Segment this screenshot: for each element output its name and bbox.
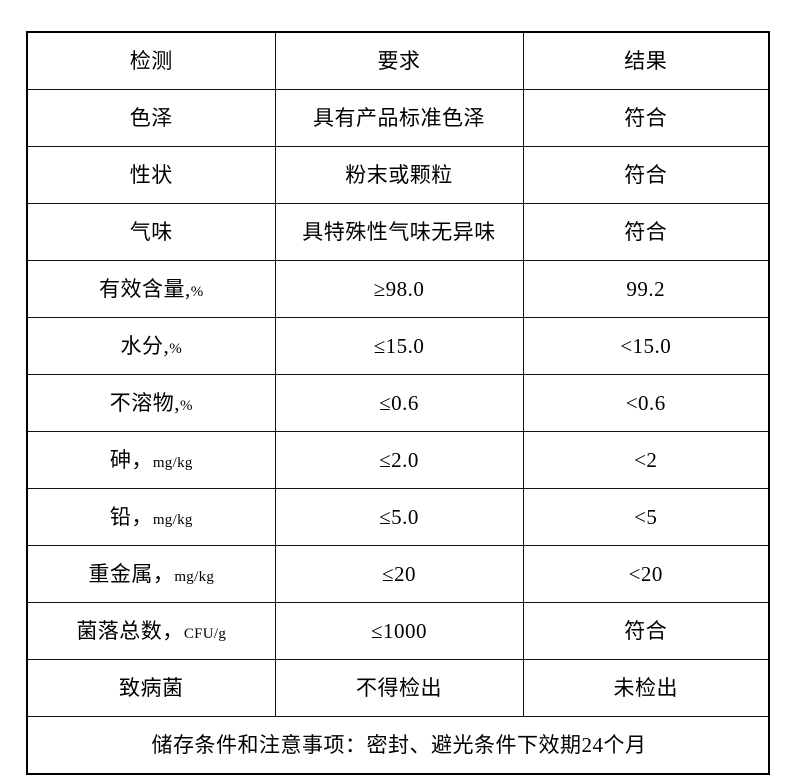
item-unit: mg/kg — [174, 568, 215, 585]
cell-requirement: ≤20 — [274, 545, 524, 603]
cell-item: 有效含量,% — [26, 260, 276, 318]
item-unit: mg/kg — [152, 511, 193, 528]
cell-item: 重金属，mg/kg — [26, 545, 276, 603]
item-label: 砷， — [109, 447, 153, 472]
cell-requirement: 具特殊性气味无异味 — [274, 203, 524, 261]
cell-item: 色泽 — [26, 89, 276, 147]
column-header-result-label: 结果 — [624, 48, 668, 73]
result-value: 符合 — [624, 162, 668, 187]
cell-item: 水分,% — [26, 317, 276, 375]
storage-note-text: 储存条件和注意事项：密封、避光条件下效期24个月 — [151, 732, 647, 757]
table-row: 致病菌 不得检出 未检出 — [26, 659, 770, 717]
item-unit: % — [179, 397, 193, 414]
item-unit: mg/kg — [152, 454, 193, 471]
cell-item: 性状 — [26, 146, 276, 204]
requirement-value: 具有产品标准色泽 — [313, 105, 485, 130]
cell-result: 未检出 — [522, 659, 770, 717]
requirement-value: ≥98.0 — [373, 276, 425, 301]
item-label: 水分, — [120, 333, 170, 358]
item-label: 不溶物, — [109, 390, 180, 415]
column-header-item-label: 检测 — [129, 48, 173, 73]
column-header-requirement: 要求 — [274, 31, 524, 90]
cell-result: 符合 — [522, 602, 770, 660]
table-row: 菌落总数，CFU/g ≤1000 符合 — [26, 602, 770, 660]
document-page: 检测 要求 结果 色泽 具有产品标准色泽 符合 性状 粉末或颗粒 符合 气味 具… — [26, 31, 770, 775]
cell-requirement: ≤0.6 — [274, 374, 524, 432]
cell-result: <15.0 — [522, 317, 770, 375]
item-label: 气味 — [129, 219, 173, 244]
cell-result: <2 — [522, 431, 770, 489]
item-label: 有效含量, — [98, 276, 191, 301]
result-value: <5 — [634, 504, 658, 529]
table-row: 水分,% ≤15.0 <15.0 — [26, 317, 770, 375]
cell-result: <5 — [522, 488, 770, 546]
requirement-value: ≤5.0 — [379, 504, 419, 529]
requirement-value: ≤1000 — [370, 618, 428, 643]
table-row: 性状 粉末或颗粒 符合 — [26, 146, 770, 204]
cell-requirement: ≤5.0 — [274, 488, 524, 546]
result-value: 符合 — [624, 219, 668, 244]
specification-table: 检测 要求 结果 色泽 具有产品标准色泽 符合 性状 粉末或颗粒 符合 气味 具… — [26, 31, 770, 775]
requirement-value: 具特殊性气味无异味 — [302, 219, 496, 244]
cell-result: <0.6 — [522, 374, 770, 432]
cell-requirement: 粉末或颗粒 — [274, 146, 524, 204]
spec-table-container: 检测 要求 结果 色泽 具有产品标准色泽 符合 性状 粉末或颗粒 符合 气味 具… — [26, 31, 770, 775]
requirement-value: ≤2.0 — [379, 447, 419, 472]
item-label: 菌落总数， — [76, 618, 184, 643]
table-header-row: 检测 要求 结果 — [26, 31, 770, 90]
cell-result: <20 — [522, 545, 770, 603]
column-header-result: 结果 — [522, 31, 770, 90]
cell-item: 致病菌 — [26, 659, 276, 717]
requirement-value: ≤0.6 — [379, 390, 419, 415]
result-value: <0.6 — [625, 390, 666, 415]
cell-storage-note: 储存条件和注意事项：密封、避光条件下效期24个月 — [26, 716, 770, 775]
cell-result: 符合 — [522, 203, 770, 261]
column-header-requirement-label: 要求 — [377, 48, 421, 73]
requirement-value: ≤15.0 — [373, 333, 425, 358]
table-body: 检测 要求 结果 色泽 具有产品标准色泽 符合 性状 粉末或颗粒 符合 气味 具… — [26, 31, 770, 775]
item-label: 色泽 — [129, 105, 173, 130]
cell-item: 不溶物,% — [26, 374, 276, 432]
cell-result: 符合 — [522, 146, 770, 204]
result-value: <15.0 — [620, 333, 672, 358]
result-value: 符合 — [624, 618, 668, 643]
item-unit: % — [190, 283, 204, 300]
cell-requirement: ≤2.0 — [274, 431, 524, 489]
item-label: 致病菌 — [119, 675, 184, 700]
cell-result: 符合 — [522, 89, 770, 147]
item-label: 性状 — [129, 162, 173, 187]
item-unit: CFU/g — [183, 625, 227, 642]
cell-item: 铅，mg/kg — [26, 488, 276, 546]
item-unit: % — [169, 340, 183, 357]
requirement-value: 粉末或颗粒 — [345, 162, 453, 187]
item-label: 重金属， — [88, 561, 175, 586]
cell-requirement: ≥98.0 — [274, 260, 524, 318]
storage-note-row: 储存条件和注意事项：密封、避光条件下效期24个月 — [26, 716, 770, 775]
requirement-value: 不得检出 — [356, 675, 442, 700]
result-value: 未检出 — [613, 675, 678, 700]
column-header-item: 检测 — [26, 31, 276, 90]
cell-requirement: ≤15.0 — [274, 317, 524, 375]
table-row: 色泽 具有产品标准色泽 符合 — [26, 89, 770, 147]
result-value: 符合 — [624, 105, 668, 130]
result-value: <20 — [628, 561, 663, 586]
requirement-value: ≤20 — [381, 561, 417, 586]
item-label: 铅， — [109, 504, 153, 529]
cell-item: 气味 — [26, 203, 276, 261]
cell-item: 菌落总数，CFU/g — [26, 602, 276, 660]
cell-requirement: 不得检出 — [274, 659, 524, 717]
table-row: 砷，mg/kg ≤2.0 <2 — [26, 431, 770, 489]
cell-requirement: 具有产品标准色泽 — [274, 89, 524, 147]
table-row: 不溶物,% ≤0.6 <0.6 — [26, 374, 770, 432]
cell-item: 砷，mg/kg — [26, 431, 276, 489]
table-row: 气味 具特殊性气味无异味 符合 — [26, 203, 770, 261]
table-row: 重金属，mg/kg ≤20 <20 — [26, 545, 770, 603]
table-row: 有效含量,% ≥98.0 99.2 — [26, 260, 770, 318]
table-row: 铅，mg/kg ≤5.0 <5 — [26, 488, 770, 546]
cell-requirement: ≤1000 — [274, 602, 524, 660]
result-value: <2 — [634, 447, 658, 472]
result-value: 99.2 — [626, 276, 666, 301]
cell-result: 99.2 — [522, 260, 770, 318]
